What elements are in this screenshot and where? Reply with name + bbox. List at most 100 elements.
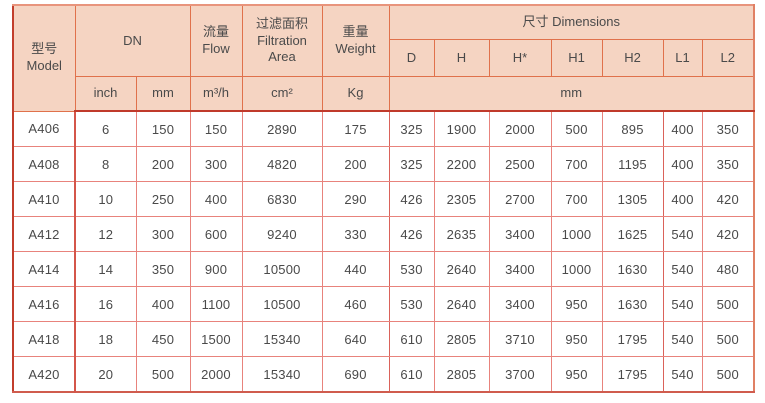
cell-dn-inch: 12 <box>74 216 137 252</box>
header-filtration-area: 过滤面积 Filtration Area <box>241 4 323 77</box>
cell-dim-d: 610 <box>388 321 435 357</box>
cell-dim-l1: 540 <box>662 321 703 357</box>
unit-area: cm² <box>241 76 323 112</box>
header-model: 型号 Model <box>12 4 76 112</box>
cell-dim-d: 426 <box>388 216 435 252</box>
cell-dn-mm: 250 <box>135 181 191 217</box>
header-dim-h: H <box>433 39 490 77</box>
header-row-2: D H H* H1 H2 L1 L2 <box>13 39 755 77</box>
cell-model: A414 <box>12 251 76 287</box>
cell-flow: 300 <box>189 146 243 182</box>
table-row: A418 18 450 1500 15340 640 610 2805 3710 950 1795 5… <box>12 321 755 357</box>
cell-dim-h1: 950 <box>550 356 603 393</box>
cell-dim-h1: 950 <box>550 286 603 322</box>
cell-dim-h: 2640 <box>433 251 490 287</box>
header-dim-d: D <box>388 39 435 77</box>
cell-dim-l2: 480 <box>701 251 755 287</box>
cell-model: A410 <box>12 181 76 217</box>
cell-dn-inch: 8 <box>74 146 137 182</box>
cell-dim-l2: 420 <box>701 216 755 252</box>
header-flow: 流量 Flow <box>189 4 243 77</box>
header-dim-l2: L2 <box>701 39 755 77</box>
cell-dn-mm: 400 <box>135 286 191 322</box>
cell-dn-inch: 10 <box>74 181 137 217</box>
cell-dim-d: 325 <box>388 146 435 182</box>
cell-dim-h: 2805 <box>433 356 490 393</box>
cell-weight: 690 <box>321 356 390 393</box>
cell-weight: 330 <box>321 216 390 252</box>
cell-dim-l2: 500 <box>701 356 755 393</box>
cell-dn-inch: 20 <box>74 356 137 393</box>
cell-weight: 640 <box>321 321 390 357</box>
cell-weight: 200 <box>321 146 390 182</box>
cell-dim-h: 2805 <box>433 321 490 357</box>
header-dim-h1: H1 <box>550 39 603 77</box>
cell-filtration-area: 9240 <box>241 216 323 252</box>
cell-filtration-area: 10500 <box>241 251 323 287</box>
cell-filtration-area: 2890 <box>241 110 323 147</box>
table-body: A406 6 150 150 2890 175 325 1900 2000 500 895 400 35… <box>12 110 755 393</box>
cell-flow: 150 <box>189 110 243 147</box>
cell-dn-inch: 6 <box>74 110 137 147</box>
cell-flow: 2000 <box>189 356 243 393</box>
cell-dim-d: 530 <box>388 286 435 322</box>
table-row: A412 12 300 600 9240 330 426 2635 3400 1000 1625 54… <box>12 216 755 252</box>
cell-dn-mm: 350 <box>135 251 191 287</box>
table-row: A416 16 400 1100 10500 460 530 2640 3400 950 1630 5… <box>12 286 755 322</box>
unit-inch: inch <box>74 76 137 112</box>
cell-dim-h2: 1625 <box>601 216 664 252</box>
cell-dn-mm: 150 <box>135 110 191 147</box>
cell-flow: 600 <box>189 216 243 252</box>
cell-dn-mm: 200 <box>135 146 191 182</box>
unit-weight: Kg <box>321 76 390 112</box>
cell-weight: 290 <box>321 181 390 217</box>
cell-dim-h: 2635 <box>433 216 490 252</box>
cell-filtration-area: 4820 <box>241 146 323 182</box>
cell-model: A420 <box>12 356 76 393</box>
cell-dn-inch: 14 <box>74 251 137 287</box>
unit-dimensions: mm <box>388 76 755 112</box>
cell-dim-h1: 1000 <box>550 216 603 252</box>
unit-flow: m³/h <box>189 76 243 112</box>
cell-dim-d: 610 <box>388 356 435 393</box>
cell-dim-l1: 400 <box>662 181 703 217</box>
cell-dim-l2: 350 <box>701 146 755 182</box>
header-weight: 重量 Weight <box>321 4 390 77</box>
cell-dim-h-star: 3700 <box>488 356 552 393</box>
header-dn: DN <box>74 4 191 77</box>
cell-model: A416 <box>12 286 76 322</box>
cell-dim-h-star: 2000 <box>488 110 552 147</box>
table-row: A410 10 250 400 6830 290 426 2305 2700 700 1305 400… <box>12 181 755 217</box>
cell-dn-inch: 18 <box>74 321 137 357</box>
cell-dn-mm: 500 <box>135 356 191 393</box>
cell-dim-l1: 540 <box>662 286 703 322</box>
cell-dim-h-star: 3400 <box>488 286 552 322</box>
cell-dim-h-star: 3400 <box>488 251 552 287</box>
cell-dim-h1: 500 <box>550 110 603 147</box>
table-row: A420 20 500 2000 15340 690 610 2805 3700 950 1795 5… <box>12 356 755 393</box>
cell-dim-h1: 1000 <box>550 251 603 287</box>
cell-filtration-area: 15340 <box>241 356 323 393</box>
cell-dim-h-star: 2500 <box>488 146 552 182</box>
unit-mm: mm <box>135 76 191 112</box>
cell-dim-h2: 1630 <box>601 286 664 322</box>
cell-dim-l1: 400 <box>662 110 703 147</box>
cell-model: A406 <box>12 110 76 147</box>
cell-filtration-area: 15340 <box>241 321 323 357</box>
table-header: 型号 Model DN 流量 Flow 过滤面积 Filtration Area… <box>12 4 755 112</box>
spec-table-container: 型号 Model DN 流量 Flow 过滤面积 Filtration Area… <box>12 4 755 393</box>
cell-dn-mm: 450 <box>135 321 191 357</box>
cell-dim-h1: 700 <box>550 181 603 217</box>
cell-dim-l2: 500 <box>701 286 755 322</box>
cell-weight: 440 <box>321 251 390 287</box>
table-row: A408 8 200 300 4820 200 325 2200 2500 700 1195 400 3… <box>12 146 755 182</box>
table-row: A414 14 350 900 10500 440 530 2640 3400 1000 1630 5… <box>12 251 755 287</box>
cell-dim-h: 1900 <box>433 110 490 147</box>
cell-filtration-area: 6830 <box>241 181 323 217</box>
cell-model: A408 <box>12 146 76 182</box>
header-row-1: 型号 Model DN 流量 Flow 过滤面积 Filtration Area… <box>12 4 755 112</box>
table-row: A406 6 150 150 2890 175 325 1900 2000 500 895 400 35… <box>12 110 755 147</box>
cell-dim-h2: 1795 <box>601 356 664 393</box>
spec-table: 型号 Model DN 流量 Flow 过滤面积 Filtration Area… <box>12 4 755 393</box>
cell-dn-inch: 16 <box>74 286 137 322</box>
